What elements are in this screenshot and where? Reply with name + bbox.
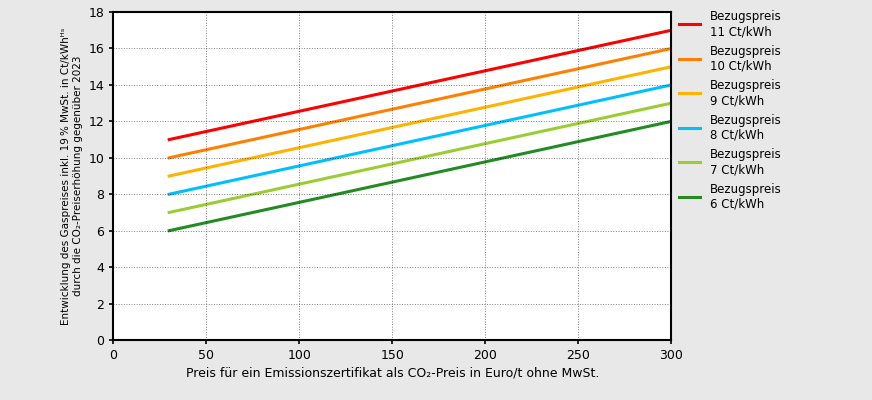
Bezugspreis
7 Ct/kWh	[461, 145, 472, 150]
Bezugspreis
8 Ct/kWh	[587, 100, 597, 104]
Bezugspreis
7 Ct/kWh	[587, 118, 597, 123]
Bezugspreis
9 Ct/kWh	[166, 173, 176, 178]
Bezugspreis
11 Ct/kWh	[461, 72, 472, 77]
Y-axis label: Entwicklung des Gaspreises inkl. 19 % MwSt. in Ct/kWhᴴˢ
durch die CO₂-Preiserhöh: Entwicklung des Gaspreises inkl. 19 % Mw…	[61, 27, 83, 325]
Bezugspreis
6 Ct/kWh	[461, 164, 472, 168]
Legend: Bezugspreis
11 Ct/kWh, Bezugspreis
10 Ct/kWh, Bezugspreis
9 Ct/kWh, Bezugspreis
: Bezugspreis 11 Ct/kWh, Bezugspreis 10 Ct…	[674, 6, 787, 215]
Bezugspreis
8 Ct/kWh	[461, 127, 472, 132]
Bezugspreis
9 Ct/kWh	[619, 74, 630, 79]
Bezugspreis
10 Ct/kWh	[619, 56, 630, 61]
Bezugspreis
11 Ct/kWh	[463, 72, 473, 77]
Bezugspreis
9 Ct/kWh	[472, 107, 482, 112]
Bezugspreis
9 Ct/kWh	[463, 108, 473, 113]
Line: Bezugspreis
6 Ct/kWh: Bezugspreis 6 Ct/kWh	[169, 121, 671, 231]
Bezugspreis
7 Ct/kWh	[463, 145, 473, 150]
Bezugspreis
7 Ct/kWh	[164, 210, 174, 215]
Bezugspreis
7 Ct/kWh	[166, 210, 176, 214]
Bezugspreis
8 Ct/kWh	[166, 192, 176, 196]
Bezugspreis
10 Ct/kWh	[166, 155, 176, 160]
Bezugspreis
9 Ct/kWh	[461, 109, 472, 114]
Bezugspreis
8 Ct/kWh	[164, 192, 174, 197]
Bezugspreis
6 Ct/kWh	[463, 163, 473, 168]
Bezugspreis
10 Ct/kWh	[461, 91, 472, 96]
Bezugspreis
6 Ct/kWh	[587, 136, 597, 141]
Bezugspreis
7 Ct/kWh	[619, 111, 630, 116]
Bezugspreis
9 Ct/kWh	[164, 174, 174, 178]
X-axis label: Preis für ein Emissionszertifikat als CO₂-Preis in Euro/t ohne MwSt.: Preis für ein Emissionszertifikat als CO…	[186, 366, 599, 379]
Line: Bezugspreis
9 Ct/kWh: Bezugspreis 9 Ct/kWh	[169, 67, 671, 176]
Bezugspreis
6 Ct/kWh	[164, 228, 174, 233]
Bezugspreis
6 Ct/kWh	[166, 228, 176, 233]
Bezugspreis
6 Ct/kWh	[619, 129, 630, 134]
Bezugspreis
7 Ct/kWh	[472, 143, 482, 148]
Line: Bezugspreis
8 Ct/kWh: Bezugspreis 8 Ct/kWh	[169, 85, 671, 194]
Line: Bezugspreis
11 Ct/kWh: Bezugspreis 11 Ct/kWh	[169, 30, 671, 140]
Bezugspreis
6 Ct/kWh	[472, 161, 482, 166]
Bezugspreis
11 Ct/kWh	[666, 28, 677, 33]
Bezugspreis
10 Ct/kWh	[463, 90, 473, 95]
Bezugspreis
11 Ct/kWh	[164, 137, 174, 142]
Bezugspreis
7 Ct/kWh	[666, 101, 677, 106]
Bezugspreis
8 Ct/kWh	[666, 82, 677, 87]
Bezugspreis
8 Ct/kWh	[619, 93, 630, 98]
Bezugspreis
11 Ct/kWh	[472, 70, 482, 75]
Bezugspreis
10 Ct/kWh	[587, 63, 597, 68]
Bezugspreis
11 Ct/kWh	[587, 45, 597, 50]
Line: Bezugspreis
10 Ct/kWh: Bezugspreis 10 Ct/kWh	[169, 48, 671, 158]
Line: Bezugspreis
7 Ct/kWh: Bezugspreis 7 Ct/kWh	[169, 103, 671, 212]
Bezugspreis
10 Ct/kWh	[666, 46, 677, 51]
Bezugspreis
8 Ct/kWh	[472, 125, 482, 130]
Bezugspreis
8 Ct/kWh	[463, 127, 473, 132]
Bezugspreis
9 Ct/kWh	[587, 82, 597, 86]
Bezugspreis
9 Ct/kWh	[666, 64, 677, 69]
Bezugspreis
6 Ct/kWh	[666, 119, 677, 124]
Bezugspreis
10 Ct/kWh	[164, 155, 174, 160]
Bezugspreis
10 Ct/kWh	[472, 88, 482, 93]
Bezugspreis
11 Ct/kWh	[619, 38, 630, 43]
Bezugspreis
11 Ct/kWh	[166, 137, 176, 142]
